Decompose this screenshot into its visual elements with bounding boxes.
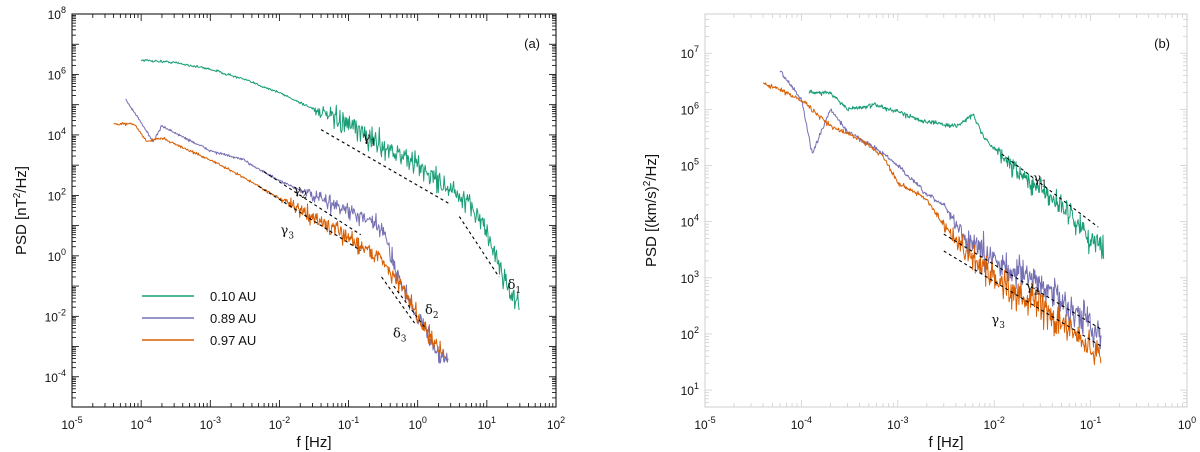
x-tick-label: 101 [478, 415, 496, 432]
fit-line [458, 216, 500, 278]
slope-annotation: γ3 [991, 313, 1005, 331]
series-line [125, 98, 449, 364]
series-line [779, 70, 1102, 350]
x-tick-label: 10-4 [791, 415, 812, 432]
y-tick-label: 102 [681, 325, 699, 342]
y-axis-label: PSD [(km/s)2/Hz] [642, 154, 660, 267]
series-line [140, 59, 520, 311]
x-axis-label: f [Hz] [296, 434, 331, 451]
panel-label: (b) [1154, 36, 1170, 51]
slope-annotation: γ3 [281, 224, 295, 242]
panel-a-psd-magnetic: 10-5 10-4 10-3 10-2 10-1 100 101 102 10-4 10-2 100… [12, 5, 565, 451]
fit-line [943, 250, 1102, 347]
fit-line [263, 171, 362, 236]
panel-label: (a) [524, 36, 540, 51]
x-tick-label: 10-4 [130, 415, 151, 432]
legend: 0.10 AU 0.89 AU 0.97 AU [142, 289, 256, 348]
y-axis-label: PSD [nT2/Hz] [12, 166, 30, 255]
y-tick-label: 107 [681, 44, 699, 61]
x-tick-label: 100 [409, 415, 427, 432]
x-tick-label: 10-5 [61, 415, 82, 432]
y-tick-label: 100 [48, 247, 66, 264]
fit-line [1001, 153, 1099, 228]
slope-annotation: δ1 [508, 278, 522, 296]
x-tick-label: 100 [1178, 415, 1196, 432]
slope-annotation: δ2 [425, 303, 439, 321]
y-tick-label: 105 [681, 157, 699, 174]
plot-frame [71, 13, 557, 408]
plot-frame [704, 13, 1188, 408]
slope-annotation: γ2 [293, 183, 307, 201]
x-tick-label: 10-1 [338, 415, 359, 432]
fit-line [943, 233, 1102, 330]
y-tick-label: 104 [48, 126, 66, 143]
fit-line [320, 129, 451, 205]
slope-annotation: δ3 [393, 326, 407, 344]
series-line [808, 89, 1105, 260]
y-tick-label: 102 [48, 186, 66, 203]
x-tick-label: 10-1 [1080, 415, 1101, 432]
y-tick-label: 10-2 [45, 307, 66, 324]
x-tick-label: 10-3 [200, 415, 221, 432]
legend-entry: 0.97 AU [210, 333, 256, 348]
y-tick-label: 103 [681, 269, 699, 286]
y-tick-label: 108 [48, 5, 66, 22]
fit-line [393, 285, 427, 329]
x-tick-label: 102 [547, 415, 565, 432]
x-axis-label: f [Hz] [928, 434, 963, 451]
legend-entry: 0.10 AU [210, 289, 256, 304]
x-tick-label: 10-3 [887, 415, 908, 432]
legend-entry: 0.89 AU [210, 311, 256, 326]
slope-annotation: γ2 [1026, 279, 1040, 297]
y-tick-label: 10-4 [45, 368, 66, 385]
x-tick-label: 10-2 [269, 415, 290, 432]
y-tick-label: 101 [681, 381, 699, 398]
y-tick-label: 106 [681, 100, 699, 117]
x-tick-label: 10-2 [984, 415, 1005, 432]
fit-line [258, 185, 362, 251]
y-tick-label: 106 [48, 65, 66, 82]
x-tick-label: 10-5 [694, 415, 715, 432]
panel-b-psd-velocity: 10-5 10-4 10-3 10-2 10-1 100 101 102 103 104 105 10… [642, 13, 1196, 451]
slope-annotation: γ1 [1033, 171, 1047, 189]
slope-annotation: γ1 [363, 131, 377, 149]
series-line [763, 82, 1102, 366]
y-tick-label: 104 [681, 213, 699, 230]
